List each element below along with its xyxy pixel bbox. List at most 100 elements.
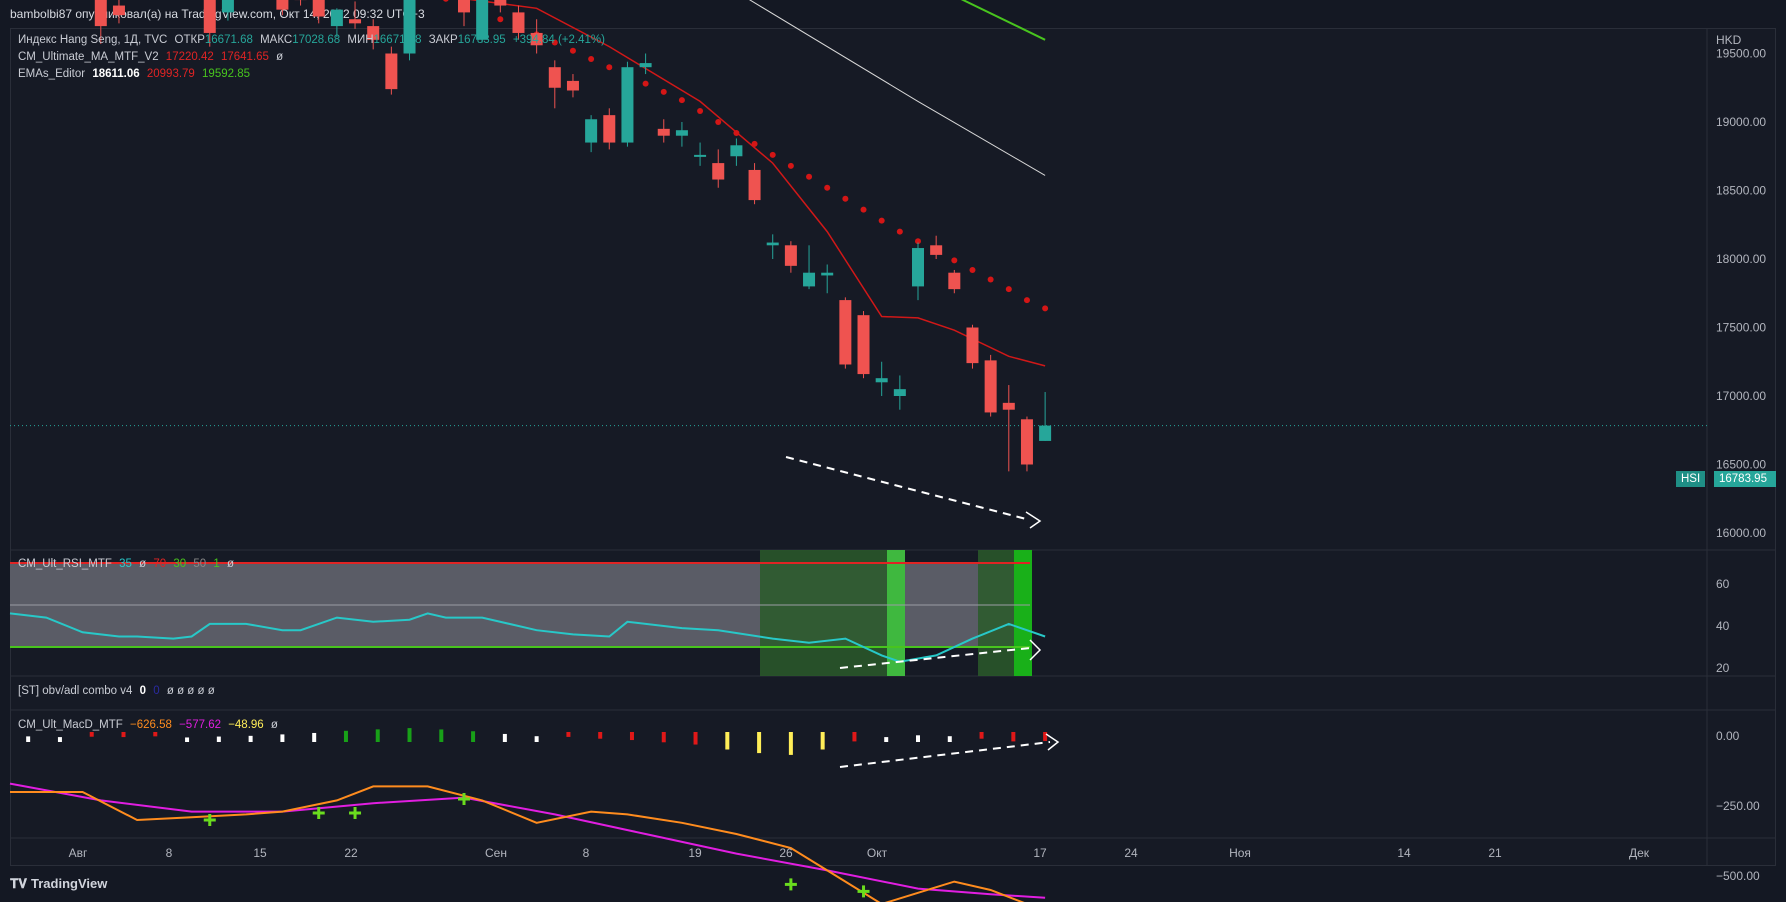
candle-body [639, 63, 652, 68]
trend-arrow-icon [1029, 639, 1042, 661]
candle-body [603, 115, 616, 143]
macd-histogram-bar [757, 732, 762, 754]
stop-dot [588, 55, 595, 62]
stop-dot [660, 88, 667, 95]
ma-name: CM_Ultimate_MA_MTF_V2 [18, 51, 159, 63]
price-pane [10, 0, 1707, 529]
stop-dot [678, 97, 685, 104]
macd-histogram-bar [57, 737, 62, 742]
candle-body [530, 32, 543, 46]
stop-dot [443, 0, 449, 2]
macd-histogram-bar [916, 735, 920, 742]
close-value: 16783.95 [457, 34, 506, 46]
candle-body [512, 12, 525, 33]
rsi-value-4: 30 [173, 558, 187, 570]
macd-histogram-bar [502, 733, 507, 742]
ema-name: EMAs_Editor [18, 68, 86, 80]
symbol-pill: HSI [1676, 471, 1706, 487]
grid [10, 28, 1776, 866]
candle-body [621, 67, 634, 143]
macd-histogram-bar [312, 732, 317, 742]
ma-value-3: ø [276, 51, 284, 63]
time-tick-label: 8 [583, 846, 590, 860]
high-label: МАКС [260, 34, 293, 46]
obv-value-1: 0 [139, 685, 147, 697]
price-tick-label: 18500.00 [1716, 184, 1766, 198]
chart-frame[interactable] [10, 28, 1776, 866]
candle-body [748, 169, 761, 201]
price-tick-label: 19500.00 [1716, 47, 1766, 61]
rsi-name: CM_Ult_RSI_MTF [18, 558, 112, 570]
candle-body [1039, 425, 1052, 441]
close-label: ЗАКР [428, 34, 458, 46]
macd-histogram-bar [280, 734, 285, 742]
stop-dot [715, 119, 722, 125]
rsi-tick-label: 20 [1716, 661, 1730, 675]
price-tick-label: 17500.00 [1716, 321, 1766, 335]
macd-value-4: ø [270, 719, 278, 731]
candle-body [476, 0, 489, 40]
rsi-value-7: ø [226, 558, 235, 570]
macd-histogram-bar [153, 732, 158, 737]
stop-dot [606, 64, 613, 71]
trend-line-rsi [839, 647, 1031, 669]
published-line: bambolbi87 опубликовал(а) на TradingView… [0, 0, 1786, 28]
macd-histogram-bar [216, 736, 221, 742]
time-tick-label: 8 [166, 846, 173, 860]
candle-body [803, 272, 816, 287]
candle-body [821, 272, 834, 276]
stop-dot [497, 16, 504, 23]
candle-body [203, 0, 216, 33]
time-tick-label: 15 [253, 846, 267, 860]
axes: 23000.0022500.0022000.0021500.0021000.00… [69, 33, 1767, 883]
low-value: 16671.68 [373, 34, 422, 46]
stop-dot [751, 140, 758, 147]
candle-body [893, 389, 906, 396]
macd-value-3: −48.96 [228, 719, 264, 731]
rsi-pane [9, 550, 1046, 676]
macd-tick-label: 0.00 [1716, 729, 1740, 743]
ema-legend: EMAs_Editor 18611.06 20993.79 19592.85 [18, 68, 254, 80]
stop-dot [697, 108, 704, 115]
macd-histogram-bar [947, 736, 952, 742]
candle-body [385, 53, 398, 90]
ema-value-3: 19592.85 [202, 68, 250, 80]
macd-histogram-bar [534, 736, 539, 742]
time-tick-label: Окт [867, 846, 888, 860]
macd-histogram-bar [661, 732, 666, 743]
rsi-value-2: ø [139, 558, 147, 570]
candle-body [312, 0, 325, 17]
stop-dot [878, 217, 885, 224]
rsi-value-3: 70 [153, 558, 167, 570]
signal-bar [887, 550, 905, 676]
candle-body [1020, 419, 1033, 465]
price-tick-label: 18000.00 [1716, 252, 1766, 266]
macd-histogram-bar [26, 736, 31, 742]
macd-histogram-bar [852, 732, 857, 742]
macd-histogram-bar [343, 730, 348, 742]
tradingview-footer[interactable]: 𝐓𝐕 TradingView [10, 868, 107, 900]
candle-body [984, 360, 997, 413]
macd-histogram-bar [471, 731, 476, 742]
low-label: МИН [347, 34, 374, 46]
candle-body [221, 0, 234, 13]
macd-histogram-bar [439, 729, 444, 742]
stop-dot [806, 173, 813, 180]
candle-body [403, 0, 416, 54]
candle-body [1002, 402, 1015, 410]
candle-body [857, 315, 870, 375]
stop-dot [769, 151, 776, 158]
candle-body [657, 128, 670, 136]
macd-histogram-bar [693, 732, 698, 745]
signal-bar [1014, 550, 1032, 676]
macd-histogram-bar [884, 737, 889, 742]
stop-dot [987, 276, 994, 283]
macd-histogram-bar [248, 735, 253, 742]
candle-body [839, 300, 852, 365]
high-value: 17028.68 [292, 34, 341, 46]
candle-body [766, 242, 779, 246]
obv-legend: [ST] obv/adl combo v4 0 0 ø ø ø ø ø [18, 685, 219, 697]
candle-body [966, 327, 979, 364]
trend-line-price [785, 456, 1031, 521]
